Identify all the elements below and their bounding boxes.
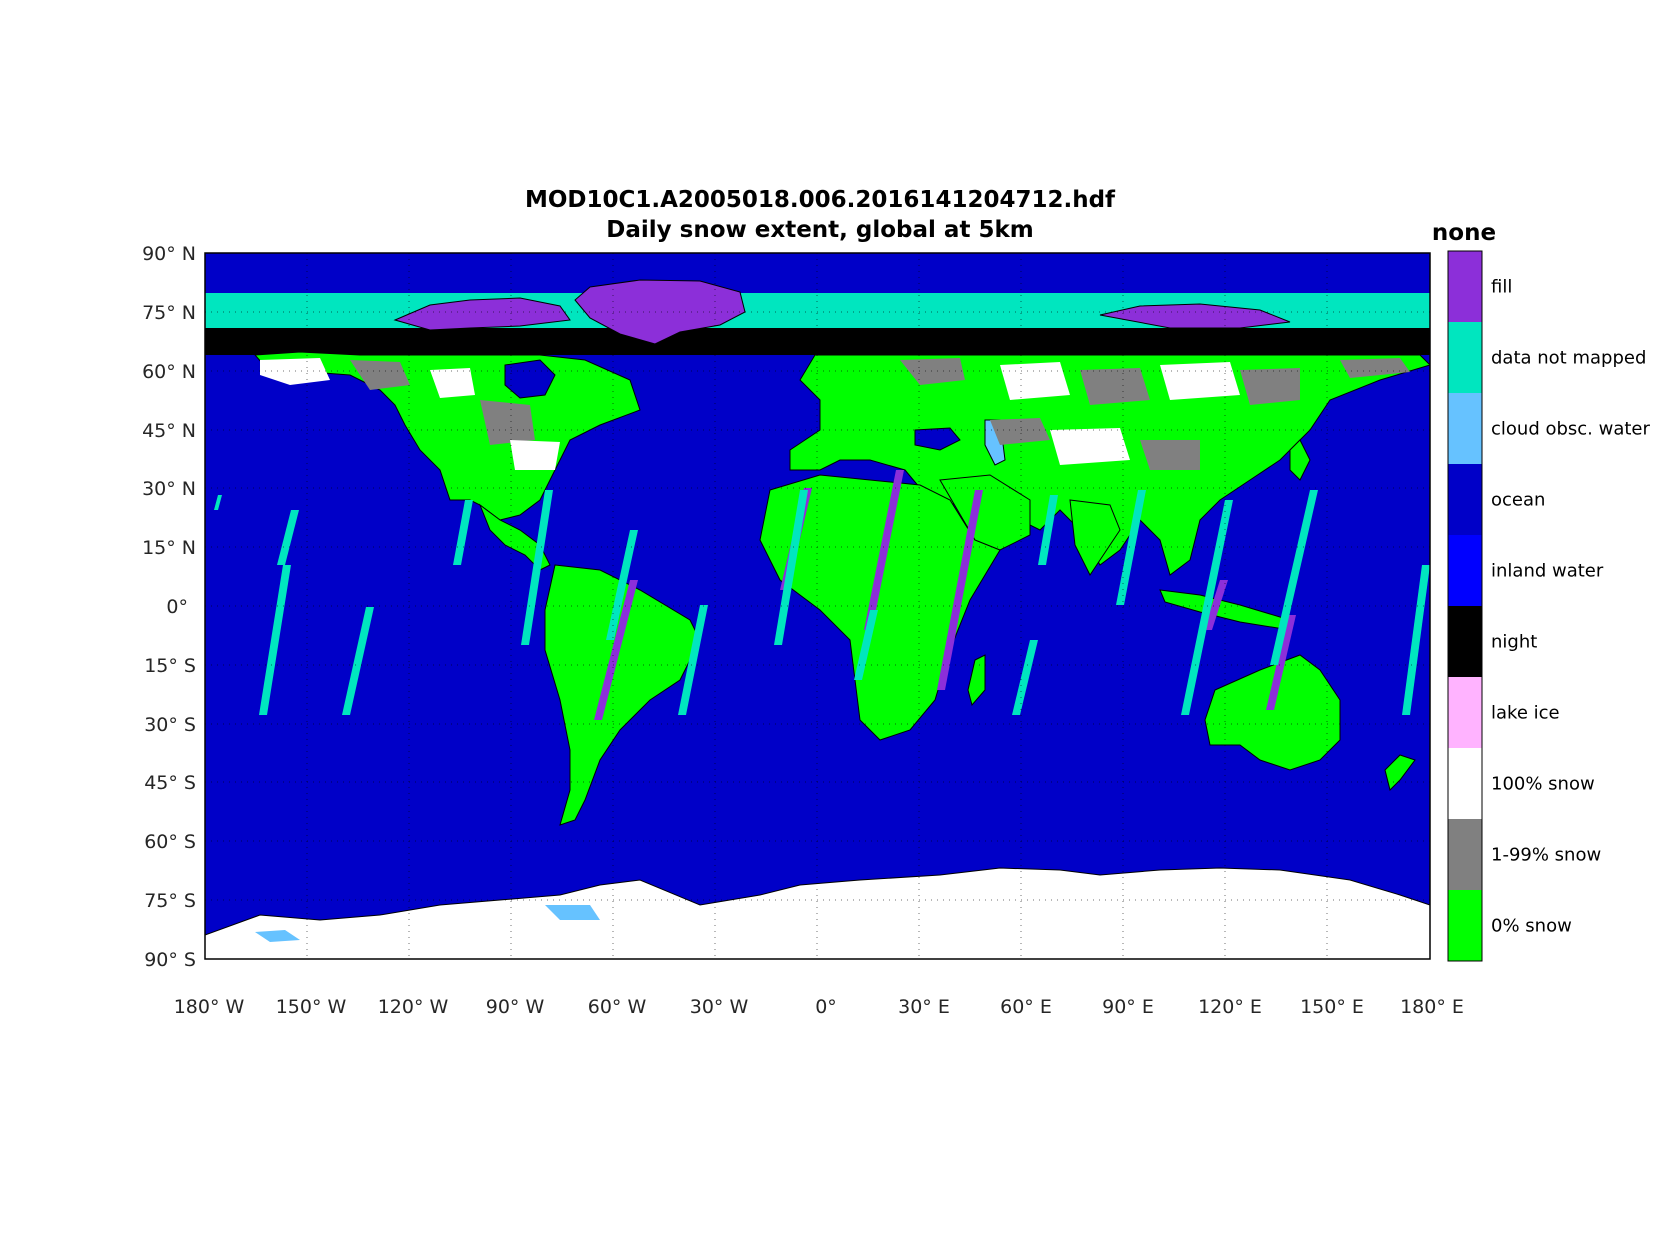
map-gridlines — [205, 253, 1430, 959]
figure-title-line1: MOD10C1.A2005018.006.2016141204712.hdf — [525, 187, 1116, 213]
colorbar-class-label: 100% snow — [1491, 774, 1595, 795]
longitude-axis: 180° W 150° W 120° W 90° W 60° W 30° W 0… — [174, 996, 1464, 1018]
greenland-region — [574, 279, 746, 345]
lat-tick-label: 0° — [166, 596, 188, 618]
colorbar-swatch — [1448, 535, 1482, 607]
lon-tick-label: 30° W — [690, 996, 749, 1018]
lon-tick-label: 0° — [815, 996, 837, 1018]
cloud-obscured-water-2 — [545, 905, 600, 920]
lon-tick-label: 120° W — [378, 996, 449, 1018]
colorbar-swatch — [1448, 606, 1482, 678]
colorbar-class-label: data not mapped — [1491, 348, 1646, 369]
latitude-axis: 90° N 75° N 60° N 45° N 30° N 15° N 0° 1… — [142, 243, 196, 971]
night-band — [205, 328, 1430, 355]
lon-tick-label: 180° E — [1400, 996, 1464, 1018]
lon-tick-label: 90° E — [1102, 996, 1154, 1018]
colorbar-swatch — [1448, 393, 1482, 465]
black-sea — [914, 427, 961, 451]
lat-tick-label: 90° N — [142, 243, 196, 265]
global-snow-map: 90° N 75° N 60° N 45° N 30° N 15° N 0° 1… — [142, 243, 1464, 1018]
colorbar-swatch — [1448, 677, 1482, 749]
lon-tick-label: 30° E — [898, 996, 950, 1018]
lat-tick-label: 30° N — [142, 478, 196, 500]
madagascar — [967, 654, 986, 707]
lat-tick-label: 75° N — [142, 302, 196, 324]
map-frame — [204, 252, 1431, 960]
colorbar-swatches — [1448, 251, 1482, 962]
colorbar-swatch — [1448, 890, 1482, 962]
lat-tick-label: 30° S — [144, 714, 196, 736]
colorbar-swatch — [1448, 748, 1482, 820]
lat-tick-label: 45° S — [144, 772, 196, 794]
colorbar-title: none — [1432, 220, 1496, 246]
lat-tick-label: 60° N — [142, 361, 196, 383]
colorbar-labels: fill data not mapped cloud obsc. water ocea… — [1491, 277, 1651, 937]
lat-tick-label: 60° S — [144, 831, 196, 853]
lon-tick-label: 60° E — [1000, 996, 1052, 1018]
figure-title-line2: Daily snow extent, global at 5km — [606, 217, 1033, 243]
lat-tick-label: 15° N — [142, 537, 196, 559]
colorbar-class-label: night — [1491, 632, 1537, 653]
colorbar-class-label: 0% snow — [1491, 916, 1572, 937]
japan-land — [1289, 439, 1311, 481]
south-america-land — [544, 564, 701, 826]
lat-tick-label: 45° N — [142, 420, 196, 442]
africa-land — [759, 474, 1001, 741]
lon-tick-label: 60° W — [588, 996, 647, 1018]
lon-tick-label: 150° E — [1300, 996, 1364, 1018]
lon-tick-label: 180° W — [174, 996, 245, 1018]
colorbar-swatch — [1448, 322, 1482, 394]
hudson-bay — [504, 359, 556, 399]
lat-tick-label: 75° S — [144, 890, 196, 912]
arabia-land — [939, 474, 1031, 551]
not-mapped-swaths — [214, 490, 1430, 715]
australia-land — [1204, 654, 1341, 771]
lat-tick-label: 90° S — [144, 949, 196, 971]
india-land — [1069, 499, 1121, 576]
lon-tick-label: 120° E — [1198, 996, 1262, 1018]
colorbar-swatch — [1448, 251, 1482, 323]
colorbar-swatch — [1448, 464, 1482, 536]
colorbar-class-label: ocean — [1491, 490, 1545, 511]
canadian-arctic-islands — [393, 297, 571, 331]
lon-tick-label: 90° W — [486, 996, 545, 1018]
colorbar-legend: none fill data not mapped cloud obsc. wate… — [1432, 220, 1651, 962]
central-america-land — [478, 503, 551, 571]
fill-swaths — [594, 470, 1296, 720]
cloud-obscured-water — [255, 930, 300, 942]
colorbar-frame — [1447, 250, 1483, 962]
colorbar-swatch — [1448, 819, 1482, 891]
colorbar-class-label: fill — [1491, 277, 1512, 298]
new-zealand-land — [1384, 754, 1416, 791]
russian-arctic-islands — [1099, 303, 1291, 329]
colorbar-class-label: lake ice — [1491, 703, 1560, 724]
colorbar-class-label: inland water — [1491, 561, 1604, 582]
northern-snow-cover — [260, 358, 1410, 470]
lat-tick-label: 15° S — [144, 655, 196, 677]
colorbar-class-label: 1-99% snow — [1491, 845, 1601, 866]
colorbar-class-label: cloud obsc. water — [1491, 419, 1651, 440]
lon-tick-label: 150° W — [276, 996, 347, 1018]
